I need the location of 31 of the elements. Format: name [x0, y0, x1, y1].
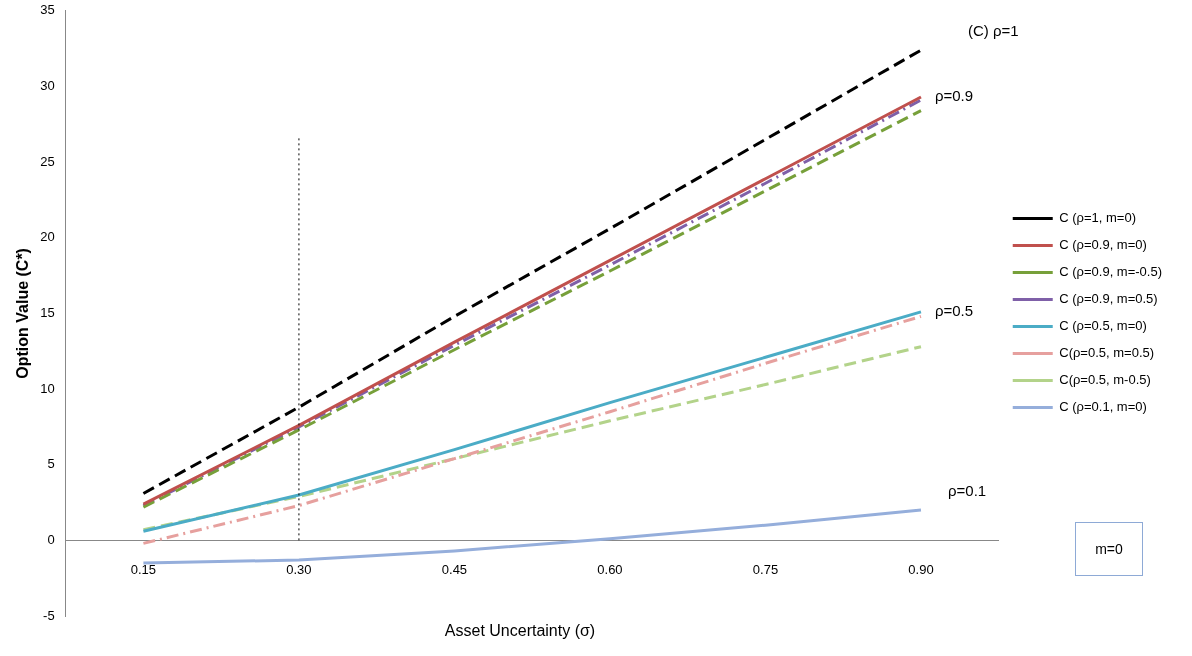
x-axis-title: Asset Uncertainty (σ)	[443, 622, 597, 640]
x-tick-label: 0.90	[908, 561, 934, 577]
annotation: ρ=0.5	[934, 302, 974, 320]
legend-label: C(ρ=0.5, m=0.5)	[1059, 345, 1155, 361]
legend-label: C (ρ=0.9, m=0)	[1059, 237, 1147, 253]
legend-label: C (ρ=0.1, m=0)	[1059, 399, 1147, 415]
x-tick-label: 0.75	[752, 561, 779, 577]
legend-label: C (ρ=0.5, m=0)	[1059, 318, 1147, 334]
legend-label: C (ρ=0.9, m=0.5)	[1059, 291, 1158, 307]
x-tick-label: 0.45	[441, 561, 468, 577]
y-tick-label: 30	[40, 78, 55, 94]
x-tick-label: 0.15	[130, 561, 157, 577]
annotation: ρ=0.9	[934, 87, 974, 105]
y-axis-title: Option Value (C*)	[14, 248, 32, 379]
y-tick-label: -5	[43, 607, 55, 623]
y-tick-label: 25	[40, 153, 55, 169]
annotation: (C) ρ=1	[968, 22, 1019, 39]
y-tick-label: 15	[40, 304, 55, 320]
y-tick-label: 5	[47, 456, 55, 472]
y-tick-label: 35	[40, 2, 55, 18]
legend-label: C (ρ=1, m=0)	[1059, 210, 1136, 226]
x-tick-label: 0.60	[597, 561, 623, 577]
line-series	[141, 345, 923, 532]
x-tick-label: 0.30	[286, 561, 312, 577]
y-tick-label: 10	[40, 380, 55, 396]
y-tick-label: 20	[40, 229, 55, 245]
y-tick-label: 0	[47, 531, 55, 547]
legend-label: C(ρ=0.5, m-0.5)	[1059, 372, 1151, 388]
text: m=0	[1075, 522, 1143, 576]
legend-label: C (ρ=0.9, m=-0.5)	[1059, 264, 1162, 280]
annotation: ρ=0.1	[948, 482, 987, 499]
